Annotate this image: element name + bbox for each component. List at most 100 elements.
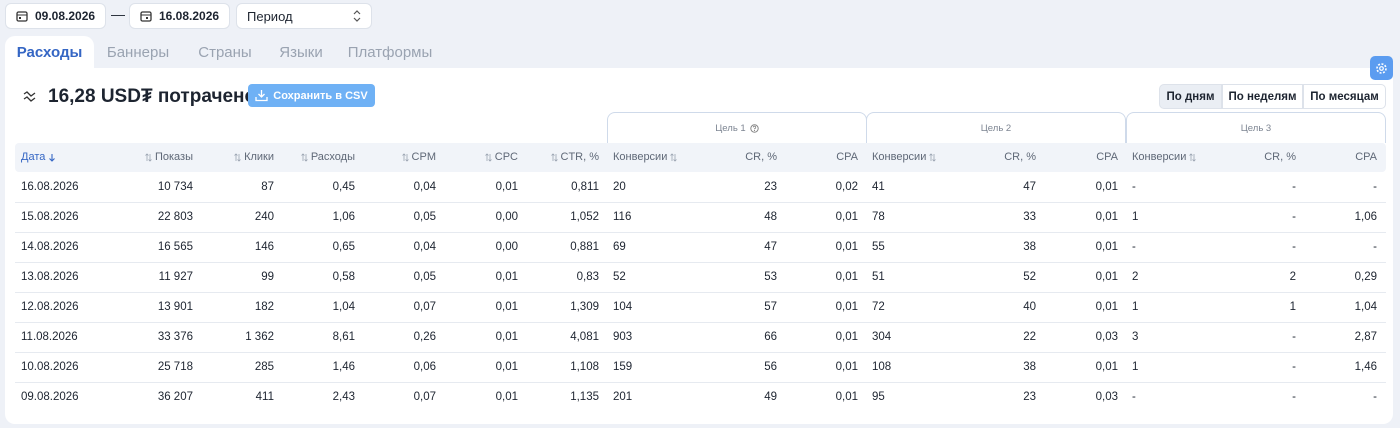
separator: — (111, 6, 125, 22)
table-cell: 304 (872, 331, 892, 343)
column-header[interactable]: Конверсии (866, 143, 960, 171)
trend-icon (23, 91, 36, 102)
table-cell: 0,58 (332, 271, 355, 283)
table-cell: 159 (613, 361, 633, 373)
column-header[interactable]: Дата (15, 143, 115, 171)
column-header[interactable]: Расходы (280, 143, 361, 171)
table-cell: - (1132, 391, 1136, 403)
tab[interactable]: Платформы (347, 43, 433, 61)
row-divider (15, 382, 1386, 383)
table-cell: 0,04 (413, 181, 436, 193)
table-cell: 0,881 (570, 241, 599, 253)
sort-icon (550, 152, 558, 162)
date-to[interactable]: 16.08.2026 (129, 3, 230, 29)
column-header[interactable]: Конверсии (607, 143, 700, 171)
table-cell: 285 (254, 361, 274, 373)
table-cell: 0,07 (413, 391, 436, 403)
table-cell: 0,01 (1095, 181, 1118, 193)
table-cell: 0,01 (835, 271, 858, 283)
row-divider (15, 262, 1386, 263)
column-header[interactable]: CPC (442, 143, 524, 171)
date-from-text: 09.08.2026 (35, 9, 96, 23)
table-cell: 0,01 (835, 241, 858, 253)
column-header[interactable]: Клики (199, 143, 280, 171)
table-cell: 0,811 (571, 181, 599, 193)
row-divider (15, 352, 1386, 353)
sort-icon (301, 152, 308, 162)
column-header[interactable]: CPM (361, 143, 442, 171)
table-cell: 1,46 (332, 361, 355, 373)
column-header[interactable]: Конверсии (1126, 143, 1220, 171)
sort-icon (484, 152, 492, 162)
tab[interactable]: Страны (198, 43, 252, 61)
goal-header: Цель 2 (866, 112, 1126, 143)
table-cell: - (1373, 241, 1377, 253)
table-cell: 1,309 (570, 301, 599, 313)
table-cell: 11.08.2026 (21, 331, 78, 343)
table-cell: 16.08.2026 (21, 181, 79, 193)
sort-icon (234, 152, 241, 162)
table-cell: 1,04 (1354, 301, 1377, 313)
table-cell: 0,06 (413, 361, 436, 373)
sort-icon (1189, 152, 1197, 162)
table-cell: 12.08.2026 (21, 301, 79, 313)
tab[interactable]: Баннеры (106, 43, 170, 61)
settings-button[interactable] (1370, 56, 1393, 80)
row-divider (15, 232, 1386, 233)
table-cell: 1,06 (332, 211, 355, 223)
table-cell: 146 (254, 241, 274, 253)
column-header: CPA (1302, 143, 1383, 171)
table-cell: 240 (254, 211, 274, 223)
view-button[interactable]: По дням (1159, 84, 1222, 109)
period-select[interactable]: Период (236, 3, 372, 29)
column-header[interactable]: Показы (115, 143, 199, 171)
table-cell: 0,01 (495, 361, 518, 373)
column-header-text: CR, % (1004, 151, 1036, 163)
table-cell: 0,83 (576, 271, 599, 283)
table-cell: 33 (1023, 211, 1036, 223)
save-csv-text: Сохранить в CSV (273, 89, 368, 102)
table-cell: 52 (613, 271, 626, 283)
table-cell: 16 565 (157, 241, 193, 253)
goal-label: Цель 2 (980, 122, 1012, 134)
select-icon (353, 10, 361, 22)
gear-icon (1376, 62, 1387, 74)
table-cell: 0,45 (332, 181, 355, 193)
column-header-text: Конверсии (872, 151, 927, 163)
tab[interactable]: Расходы (5, 36, 94, 68)
tab[interactable]: Языки (279, 43, 323, 61)
table-cell: 09.08.2026 (21, 391, 79, 403)
table-cell: 69 (613, 241, 626, 253)
table-cell: 11 927 (158, 271, 193, 283)
view-button[interactable]: По месяцам (1303, 84, 1386, 109)
table-cell: 1,04 (332, 301, 355, 313)
table-cell: 47 (764, 241, 777, 253)
table-cell: - (1292, 391, 1296, 403)
help-icon (750, 123, 759, 133)
table-cell: 99 (261, 271, 274, 283)
table-cell: - (1132, 181, 1136, 193)
table-cell: 87 (261, 181, 274, 193)
table-cell: 201 (613, 391, 633, 403)
table-cell: - (1292, 331, 1296, 343)
save-csv-button[interactable]: Сохранить в CSV (248, 84, 375, 107)
view-button[interactable]: По неделям (1222, 84, 1303, 109)
table-cell: 10 734 (157, 181, 193, 193)
table-cell: 0,02 (835, 181, 858, 193)
sort-desc-icon (49, 153, 56, 162)
table-cell: 0,01 (835, 211, 858, 223)
table-cell: 1,06 (1354, 211, 1377, 223)
column-header-text: CPA (836, 151, 858, 163)
table-cell: 1 (1132, 301, 1139, 313)
table-cell: 52 (1023, 271, 1036, 283)
table-cell: 0,05 (413, 271, 436, 283)
table-cell: 1 (1132, 211, 1139, 223)
table-cell: 53 (764, 271, 777, 283)
table-cell: 20 (613, 181, 626, 193)
table-cell: 1 362 (245, 331, 274, 343)
table-cell: 1,052 (570, 211, 599, 223)
table-cell: 182 (254, 301, 274, 313)
column-header[interactable]: CTR, % (524, 143, 605, 171)
date-from[interactable]: 09.08.2026 (5, 3, 106, 29)
